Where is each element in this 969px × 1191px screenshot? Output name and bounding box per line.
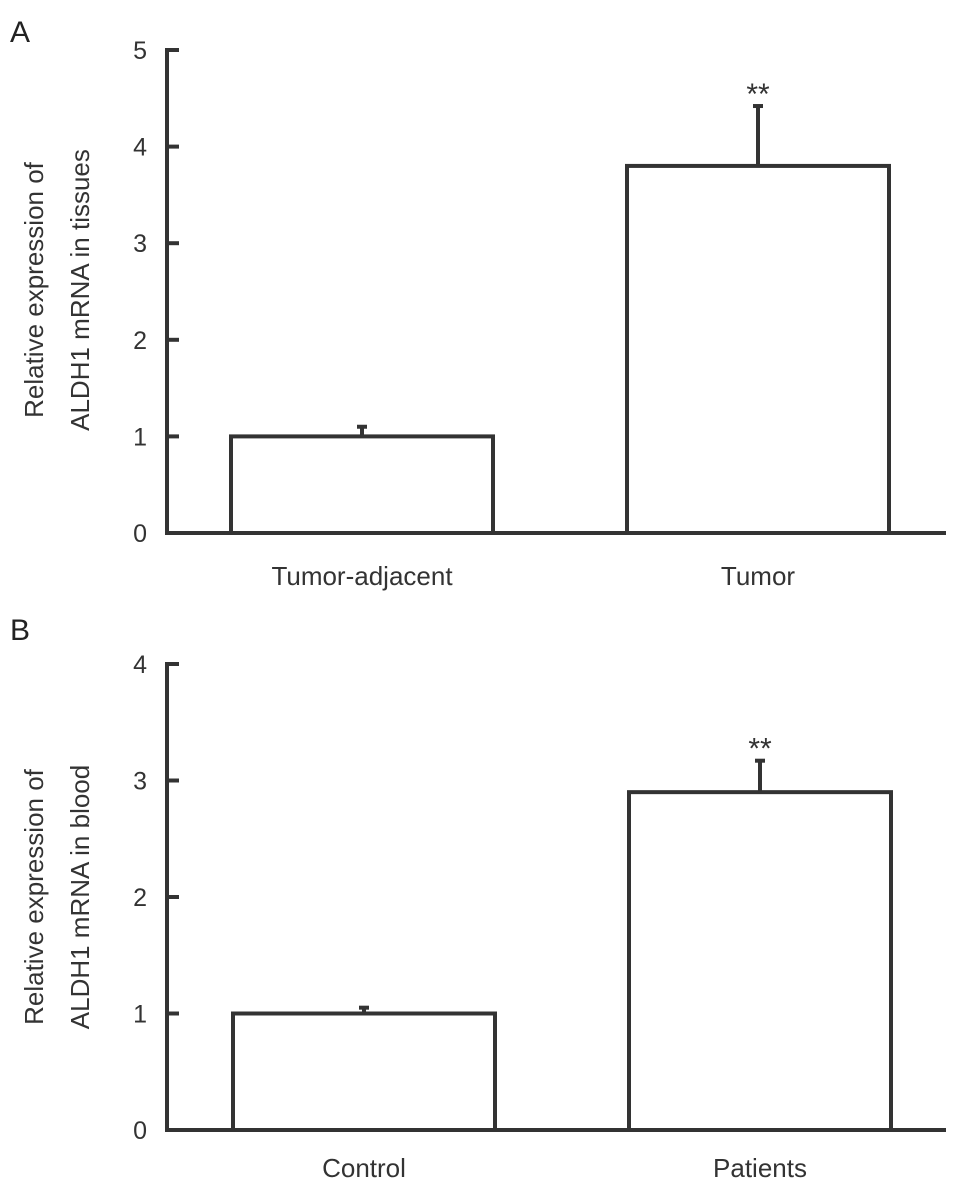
bar [229,434,495,535]
y-axis-label-line-1: Relative expression of [19,161,49,418]
bar [627,790,893,1133]
y-tick-label: 1 [133,423,147,451]
significance-marker: ** [748,733,772,766]
y-axis-label: Relative expression of ALDH1 mRNA in tiss… [19,149,95,431]
y-tick-label: 3 [133,230,147,258]
category-label: Control [322,1153,406,1183]
category-label: Patients [713,1153,807,1183]
y-tick-label: 4 [133,651,147,679]
y-axis-label-line-2: ALDH1 mRNA in blood [65,765,95,1029]
panel-b: B Relative expression of ALDH1 mRNA in blo… [10,614,946,1183]
y-tick-label: 5 [133,37,147,65]
y-axis-label-line-1: Relative expression of [19,768,49,1025]
panel-letter: B [10,614,30,647]
category-label: Tumor-adjacent [271,561,453,591]
y-tick-label: 1 [133,1001,147,1029]
y-tick-label: 0 [133,520,147,548]
bar [625,163,891,535]
y-axis-label-line-2: ALDH1 mRNA in tissues [65,149,95,431]
panel-letter: A [10,16,30,49]
panel-a: A Relative expression of ALDH1 mRNA in tis… [10,16,946,591]
category-label: Tumor [721,561,795,591]
y-axis-label: Relative expression of ALDH1 mRNA in bloo… [19,765,95,1029]
significance-marker: ** [746,78,770,111]
y-tick-label: 0 [133,1117,147,1145]
y-tick-label: 3 [133,768,147,796]
bar [231,1011,497,1132]
y-tick-label: 4 [133,134,147,162]
y-tick-label: 2 [133,884,147,912]
y-tick-label: 2 [133,327,147,355]
